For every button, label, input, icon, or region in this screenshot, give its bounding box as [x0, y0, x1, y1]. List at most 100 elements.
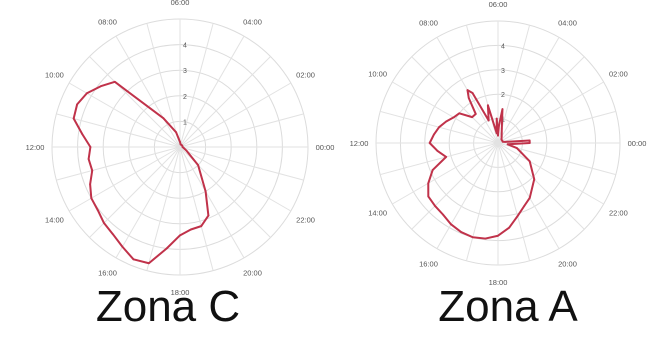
zone-a-data-point — [500, 135, 503, 138]
zone-c-spoke — [56, 113, 181, 148]
zone-a-data-point — [432, 133, 435, 136]
zone-c-data-point — [85, 92, 88, 95]
zone-c-data-point — [189, 228, 192, 231]
zone-a-data-point — [436, 150, 439, 152]
zone-c-angle-label: 16:00 — [98, 269, 117, 278]
zone-c-spoke — [115, 146, 181, 259]
zone-c-data-point — [132, 258, 135, 261]
zone-c-angle-label: 04:00 — [243, 17, 262, 26]
zone-c-data-point — [90, 197, 93, 200]
zone-a-spoke — [465, 142, 499, 261]
zone-a-data-point — [497, 125, 500, 127]
zone-c-spoke — [146, 146, 181, 271]
zone-c-data-point — [197, 164, 200, 167]
zone-a-data-point — [452, 116, 455, 119]
zone-c-data-point — [200, 225, 203, 228]
zone-a-data-point — [528, 197, 531, 199]
zone-c-spoke — [179, 146, 292, 212]
zone-c-spoke — [179, 56, 271, 148]
zone-a-angle-label: 18:00 — [489, 278, 508, 287]
zone-a-angle-label: 10:00 — [368, 70, 387, 79]
zone-a-data-point — [428, 142, 431, 144]
zone-a-angle-label: 04:00 — [558, 19, 577, 28]
zone-a-radial-tick: 2 — [501, 92, 505, 99]
zone-a-data-point — [487, 119, 490, 122]
zone-a-spoke — [497, 110, 616, 144]
zone-c-series-line — [72, 80, 210, 265]
zone-c-data-point — [81, 133, 84, 136]
zone-a-data-point — [506, 143, 509, 146]
zone-c-data-point — [72, 117, 75, 120]
zone-a-spoke — [497, 37, 560, 144]
zone-a-data-point — [515, 147, 518, 149]
zone-a-data-point — [523, 205, 526, 208]
zone-c-data-point — [207, 214, 210, 217]
zone-c-radial-tick: 4 — [183, 43, 187, 50]
zone-a-data-point — [474, 113, 477, 115]
zone-c-data-point — [103, 222, 105, 224]
zone-c-spoke — [179, 146, 304, 181]
zone-c-data-point — [162, 117, 165, 120]
zone-a-spoke — [411, 142, 499, 230]
zone-c-angle-label: 14:00 — [45, 216, 64, 225]
zone-a-data-point — [438, 126, 440, 129]
zone-c-data-point — [175, 131, 177, 134]
zone-c-data-point — [76, 103, 79, 106]
zone-a-spoke — [411, 56, 499, 144]
zone-a-data-point — [471, 116, 474, 119]
zone-c-spoke — [68, 146, 181, 212]
zone-c-title: Zona C — [95, 282, 241, 331]
zone-a-data-point — [484, 237, 487, 240]
zone-a-polar-chart: 123400:0002:0004:0006:0008:0010:0012:001… — [350, 0, 647, 287]
zone-c-radial-tick: 2 — [183, 94, 187, 101]
zone-c-data-point — [179, 143, 182, 146]
zone-c-spoke — [146, 23, 181, 148]
zone-a-data-point — [427, 182, 430, 185]
zone-a-spoke — [497, 25, 531, 144]
zone-c-spoke — [179, 35, 245, 148]
zone-c-data-point — [112, 233, 114, 236]
zone-a-title: Zona A — [438, 282, 578, 331]
zone-a-angle-label: 22:00 — [609, 209, 628, 218]
zone-a-data-point — [471, 92, 474, 94]
zone-a-data-point — [528, 142, 531, 144]
zone-c-data-point — [165, 247, 168, 250]
zone-c-data-point — [185, 149, 188, 152]
zone-c-spoke — [56, 146, 181, 181]
zone-c-data-point — [113, 80, 116, 83]
zone-a-spoke — [497, 142, 585, 230]
zone-a-data-point — [445, 120, 448, 123]
zone-c-spoke — [179, 146, 214, 271]
zone-a-data-point — [471, 236, 474, 239]
zone-a-spoke — [392, 142, 499, 205]
zone-a-series-line — [427, 89, 536, 240]
zone-a-spoke — [436, 142, 499, 249]
zone-a-data-point — [504, 140, 507, 143]
zone-a-angle-label: 16:00 — [419, 259, 438, 268]
zone-c-spoke — [68, 82, 181, 148]
zone-c-radial-tick: 1 — [183, 119, 187, 126]
zone-c-spoke — [179, 82, 292, 148]
zone-c-spoke — [115, 35, 181, 148]
zone-a-data-point — [501, 108, 504, 111]
zone-c-radial-tick: 3 — [183, 68, 187, 75]
zone-a-data-point — [450, 223, 452, 226]
zone-c-polar-chart: 1 2 3 4 00:00 02:00 04:00 06:00 08:00 10:00 12:00 1… — [26, 0, 335, 297]
zone-a-angle-label: 20:00 — [558, 259, 577, 268]
zone-c-angle-label: 00:00 — [316, 143, 335, 152]
zone-a-spoke — [497, 142, 560, 249]
zone-a-data-point — [508, 226, 511, 229]
zone-c-data-point — [89, 183, 92, 186]
zone-c-angle-label: 08:00 — [98, 17, 117, 26]
zone-c-spoke — [89, 146, 181, 238]
zone-a-spoke — [380, 142, 499, 176]
zone-a-angle-label: 14:00 — [368, 209, 387, 218]
zone-a-data-point — [516, 215, 519, 217]
zone-a-data-point — [500, 138, 503, 141]
zone-a-data-point — [533, 178, 536, 181]
zone-c-data-point — [147, 262, 150, 265]
zone-a-data-point — [445, 155, 448, 158]
zone-c-angle-label: 06:00 — [171, 0, 190, 7]
zone-a-radial-tick: 4 — [501, 43, 505, 50]
